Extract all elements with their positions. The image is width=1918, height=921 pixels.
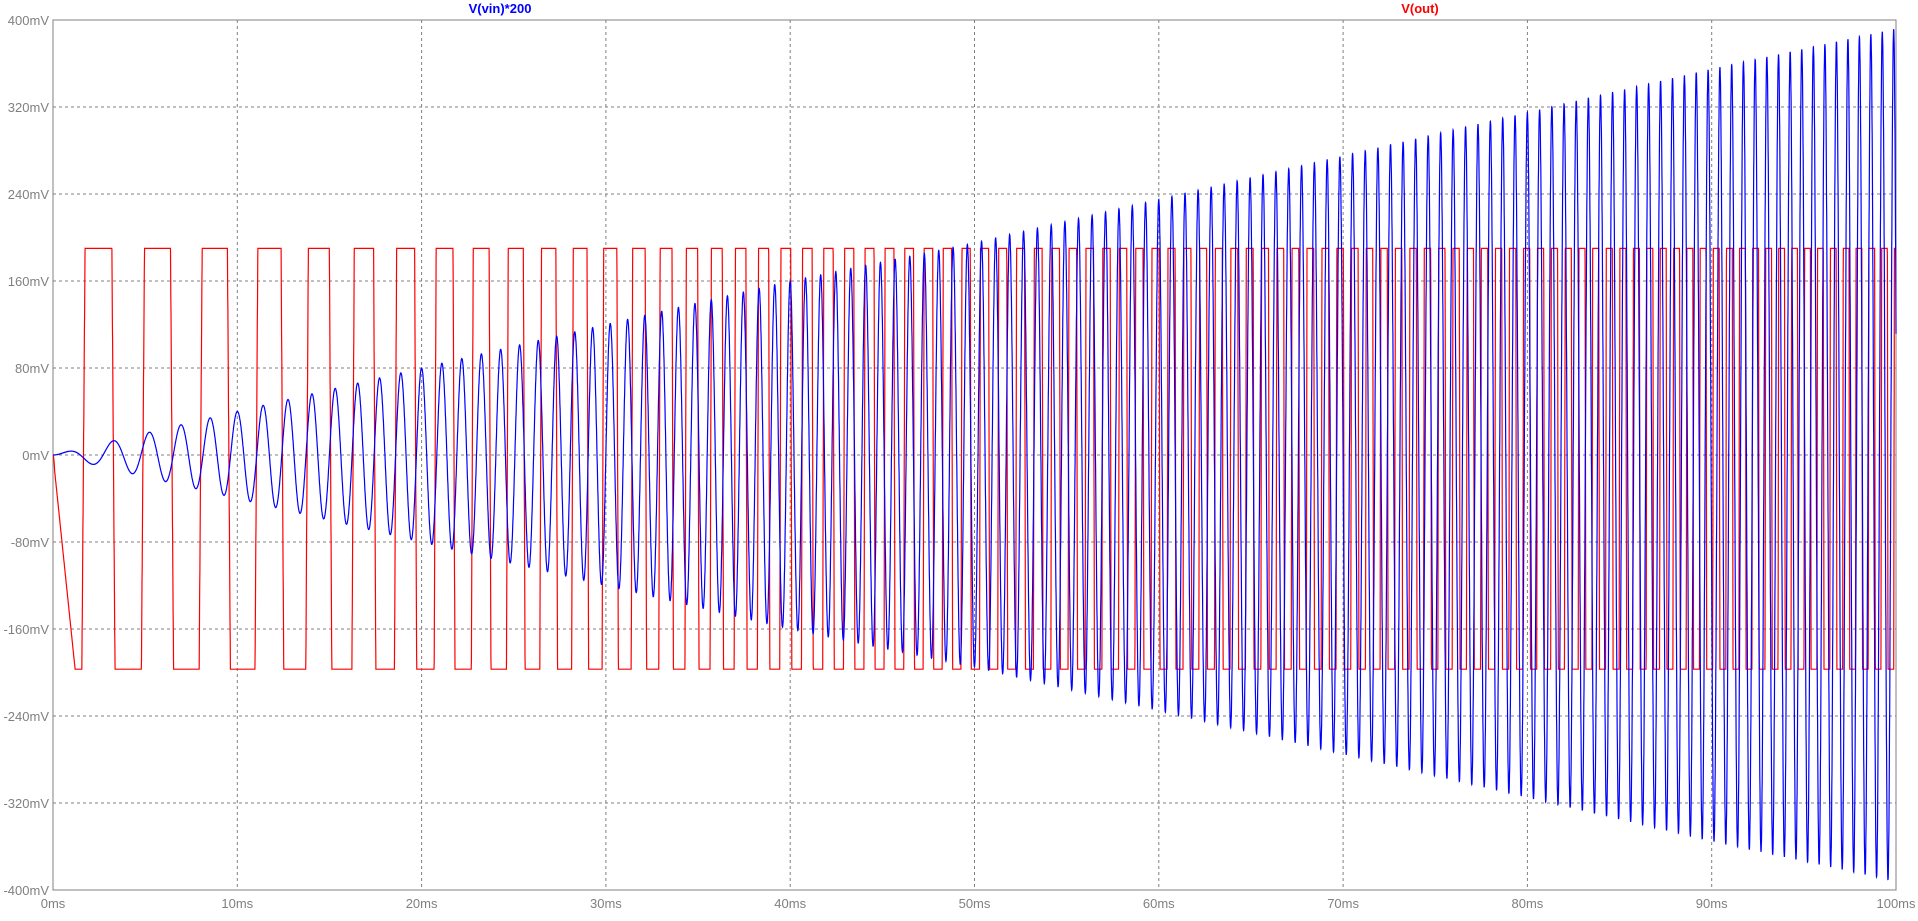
x-tick-label: 100ms (1876, 896, 1916, 911)
y-tick-label: 80mV (15, 361, 49, 376)
y-tick-label: -80mV (11, 535, 50, 550)
y-tick-label: -160mV (3, 622, 49, 637)
y-tick-label: 0mV (22, 448, 49, 463)
legend-entry: V(out) (1401, 1, 1439, 16)
x-tick-label: 0ms (41, 896, 66, 911)
x-tick-label: 90ms (1696, 896, 1728, 911)
y-tick-label: 400mV (8, 13, 50, 28)
x-tick-label: 20ms (406, 896, 438, 911)
series-line (52, 247, 1896, 670)
y-tick-label: 320mV (8, 100, 50, 115)
axis-layer: 0ms 10ms 20ms 30ms 40ms 50ms 60ms 70ms 80ms 90ms 1… (3, 13, 1916, 911)
legend-layer: V(vin)*200 V(out) (469, 1, 1439, 16)
x-tick-label: 30ms (590, 896, 622, 911)
x-tick-label: 10ms (221, 896, 253, 911)
y-tick-label: -400mV (3, 883, 49, 898)
y-tick-label: 160mV (8, 274, 50, 289)
x-tick-label: 70ms (1327, 896, 1359, 911)
x-tick-label: 50ms (959, 896, 991, 911)
series-layer (52, 29, 1897, 881)
x-tick-label: 40ms (774, 896, 806, 911)
x-tick-label: 60ms (1143, 896, 1175, 911)
legend-entry: V(vin)*200 (469, 1, 532, 16)
series-line (53, 29, 1897, 881)
y-tick-label: 240mV (8, 187, 50, 202)
x-tick-label: 80ms (1512, 896, 1544, 911)
y-tick-label: -320mV (3, 796, 49, 811)
y-tick-label: -240mV (3, 709, 49, 724)
